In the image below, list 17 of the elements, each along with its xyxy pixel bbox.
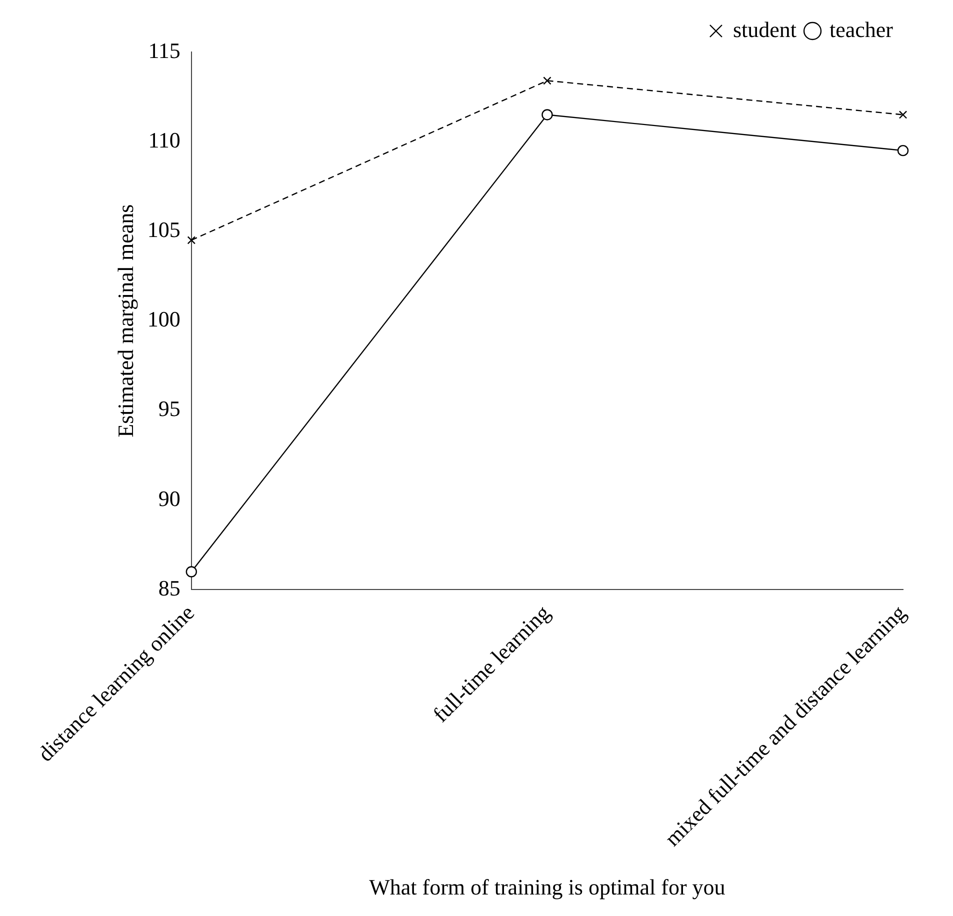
y-tick-label: 95 (158, 396, 180, 422)
y-tick-label: 90 (158, 486, 180, 511)
y-tick-label: 100 (147, 306, 180, 332)
point (897, 144, 909, 156)
point (186, 566, 197, 578)
y-tick-label: 105 (147, 217, 180, 242)
y-tick-label: 85 (158, 575, 180, 600)
point (542, 109, 553, 120)
y-tick-label: 110 (148, 127, 180, 152)
legend-label: teacher (830, 16, 894, 42)
point (898, 110, 908, 119)
point (543, 76, 552, 85)
x-axis-title: What form of training is optimal for you (369, 874, 726, 900)
y-tick-label: 115 (148, 38, 180, 63)
point (187, 236, 196, 244)
legend-label: student (732, 16, 797, 42)
y-axis-title: Estimated marginal means (112, 204, 138, 438)
